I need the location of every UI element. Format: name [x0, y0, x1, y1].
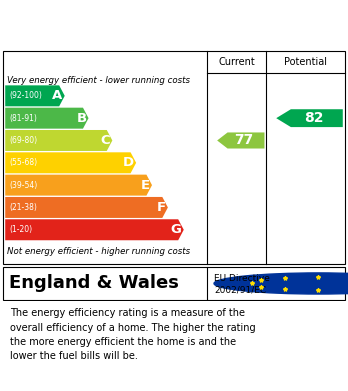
Polygon shape — [5, 219, 184, 240]
Text: D: D — [123, 156, 134, 169]
Text: (69-80): (69-80) — [9, 136, 38, 145]
Text: Very energy efficient - lower running costs: Very energy efficient - lower running co… — [7, 76, 190, 85]
Text: (92-100): (92-100) — [9, 91, 42, 100]
Text: EU Directive: EU Directive — [214, 274, 270, 283]
Text: B: B — [76, 112, 86, 125]
Text: 77: 77 — [234, 133, 254, 147]
Text: G: G — [171, 223, 182, 236]
Text: E: E — [141, 179, 150, 192]
Text: (1-20): (1-20) — [9, 225, 32, 234]
Text: A: A — [53, 89, 63, 102]
Text: Not energy efficient - higher running costs: Not energy efficient - higher running co… — [7, 247, 190, 256]
Text: F: F — [157, 201, 166, 214]
Polygon shape — [5, 130, 112, 151]
Text: (81-91): (81-91) — [9, 114, 37, 123]
Polygon shape — [5, 197, 168, 218]
Text: (21-38): (21-38) — [9, 203, 37, 212]
Polygon shape — [5, 85, 65, 106]
Text: C: C — [101, 134, 110, 147]
Polygon shape — [5, 152, 136, 173]
Polygon shape — [5, 108, 88, 129]
Polygon shape — [217, 133, 264, 149]
Text: England & Wales: England & Wales — [9, 274, 179, 292]
Text: 82: 82 — [304, 111, 324, 125]
Polygon shape — [5, 175, 152, 196]
Text: The energy efficiency rating is a measure of the
overall efficiency of a home. T: The energy efficiency rating is a measur… — [10, 308, 256, 361]
Text: 2002/91/EC: 2002/91/EC — [214, 285, 266, 294]
Text: (39-54): (39-54) — [9, 181, 38, 190]
Text: Potential: Potential — [284, 57, 327, 67]
Text: (55-68): (55-68) — [9, 158, 38, 167]
Text: Current: Current — [218, 57, 255, 67]
Polygon shape — [276, 109, 343, 127]
Circle shape — [214, 273, 348, 294]
Text: Energy Efficiency Rating: Energy Efficiency Rating — [9, 15, 238, 34]
